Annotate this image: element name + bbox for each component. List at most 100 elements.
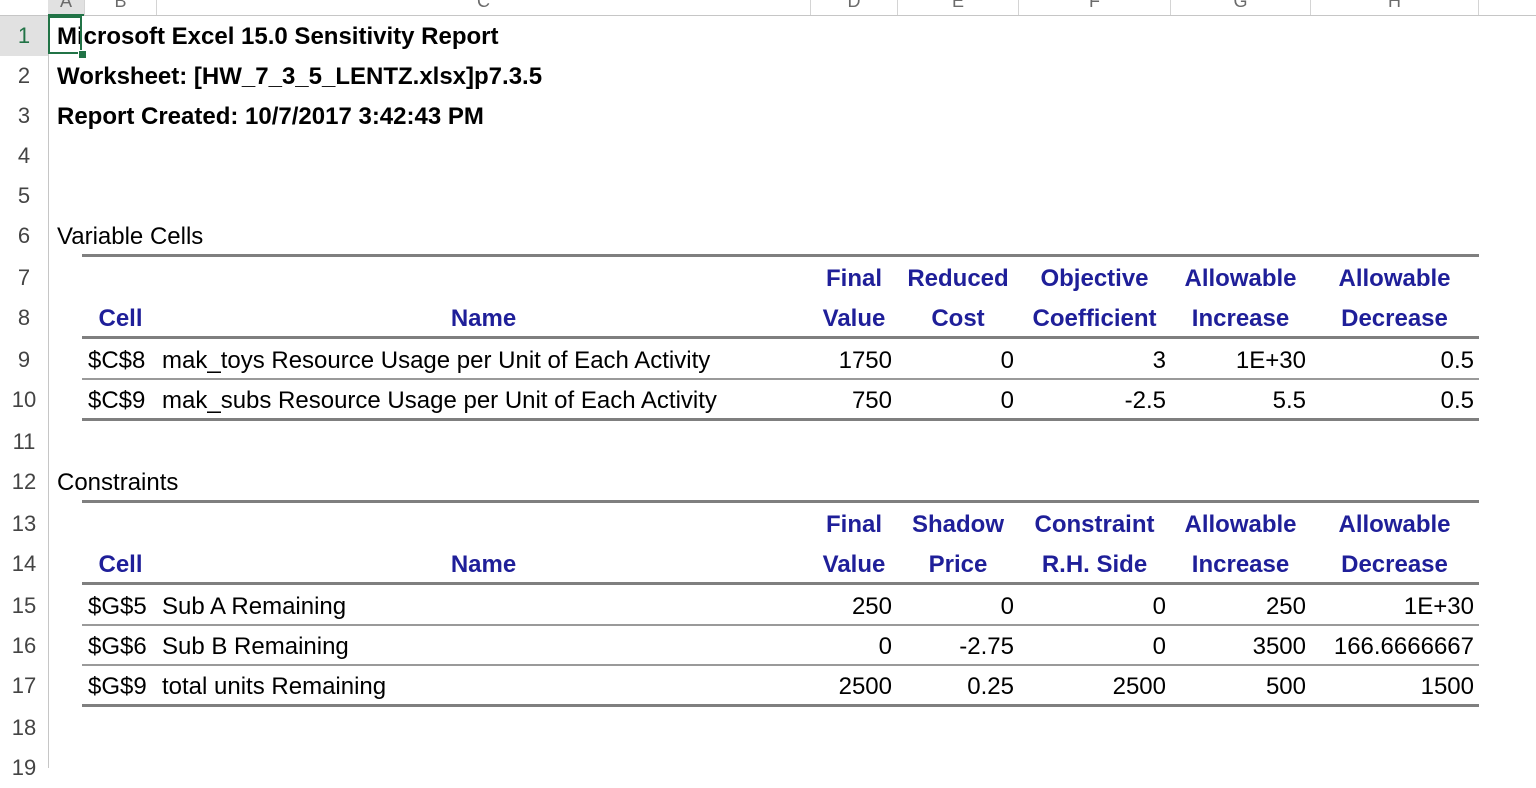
con-header-name[interactable]: Name bbox=[450, 551, 517, 578]
column-header-h[interactable]: H bbox=[1311, 0, 1479, 15]
con-header-rh-side[interactable]: R.H. Side bbox=[1041, 551, 1148, 578]
var-header-allowable-dec[interactable]: Allowable bbox=[1338, 265, 1451, 292]
table-cell-final-value[interactable]: 0 bbox=[878, 633, 892, 660]
table-cell-objective-coefficient[interactable]: -2.5 bbox=[1124, 387, 1166, 414]
table-cell-ref[interactable]: $G$6 bbox=[88, 633, 147, 660]
row-header-15[interactable]: 15 bbox=[11, 593, 37, 618]
con-header-increase[interactable]: Increase bbox=[1191, 551, 1290, 578]
var-header-objective[interactable]: Objective bbox=[1040, 265, 1149, 292]
row-header-9[interactable]: 9 bbox=[17, 347, 31, 372]
report-worksheet[interactable]: Worksheet: [HW_7_3_5_LENTZ.xlsx]p7.3.5 bbox=[57, 63, 543, 90]
row-header-3[interactable]: 3 bbox=[17, 103, 31, 128]
var-header-cell[interactable]: Cell bbox=[98, 305, 143, 332]
row-header-2[interactable]: 2 bbox=[17, 63, 31, 88]
var-header-name[interactable]: Name bbox=[450, 305, 517, 332]
con-header-allowable-dec[interactable]: Allowable bbox=[1338, 511, 1451, 538]
table-cell-shadow-price[interactable]: 0.25 bbox=[967, 673, 1014, 700]
constraints-bottom-border bbox=[82, 704, 1479, 707]
row-header-19[interactable]: 19 bbox=[11, 755, 37, 780]
column-header-c[interactable]: C bbox=[157, 0, 811, 15]
table-cell-name[interactable]: mak_subs Resource Usage per Unit of Each… bbox=[162, 387, 717, 414]
row-header-17[interactable]: 17 bbox=[11, 673, 37, 698]
table-cell-name[interactable]: mak_toys Resource Usage per Unit of Each… bbox=[162, 347, 711, 374]
table-cell-ref[interactable]: $C$8 bbox=[88, 347, 146, 374]
var-header-allowable-inc[interactable]: Allowable bbox=[1184, 265, 1297, 292]
var-header-increase[interactable]: Increase bbox=[1191, 305, 1290, 332]
row-header-11[interactable]: 11 bbox=[12, 429, 36, 454]
row-header-8[interactable]: 8 bbox=[17, 305, 31, 330]
table-cell-name[interactable]: total units Remaining bbox=[162, 673, 387, 700]
table-cell-shadow-price[interactable]: 0 bbox=[1000, 593, 1014, 620]
table-cell-allowable-increase[interactable]: 5.5 bbox=[1272, 387, 1306, 414]
table-cell-reduced-cost[interactable]: 0 bbox=[1000, 387, 1014, 414]
var-header-coefficient[interactable]: Coefficient bbox=[1032, 305, 1157, 332]
row-header-5[interactable]: 5 bbox=[17, 183, 31, 208]
table-cell-allowable-decrease[interactable]: 166.6666667 bbox=[1333, 633, 1474, 660]
report-title[interactable]: Microsoft Excel 15.0 Sensitivity Report bbox=[57, 23, 499, 50]
table-cell-allowable-increase[interactable]: 500 bbox=[1265, 673, 1306, 700]
table-cell-allowable-increase[interactable]: 1E+30 bbox=[1235, 347, 1306, 374]
table-cell-allowable-increase[interactable]: 3500 bbox=[1252, 633, 1306, 660]
table-cell-final-value[interactable]: 2500 bbox=[838, 673, 892, 700]
con-header-shadow[interactable]: Shadow bbox=[911, 511, 1004, 538]
var-header-reduced[interactable]: Reduced bbox=[907, 265, 1009, 292]
con-header-cell[interactable]: Cell bbox=[98, 551, 143, 578]
var-header-final[interactable]: Final bbox=[825, 265, 882, 292]
table-cell-name[interactable]: Sub A Remaining bbox=[162, 593, 347, 620]
con-header-value[interactable]: Value bbox=[822, 551, 886, 578]
fill-handle[interactable] bbox=[78, 50, 87, 59]
variable-cells-label[interactable]: Variable Cells bbox=[57, 223, 204, 250]
con-header-constraint[interactable]: Constraint bbox=[1034, 511, 1155, 538]
con-header-decrease[interactable]: Decrease bbox=[1341, 551, 1448, 578]
table-cell-ref[interactable]: $G$5 bbox=[88, 593, 147, 620]
table-cell-final-value[interactable]: 250 bbox=[851, 593, 892, 620]
table-cell-final-value[interactable]: 750 bbox=[851, 387, 892, 414]
active-cell-cursor[interactable] bbox=[48, 16, 82, 54]
variable-cells-header-border bbox=[82, 336, 1479, 339]
var-header-cost[interactable]: Cost bbox=[931, 305, 985, 332]
table-cell-rh-side[interactable]: 2500 bbox=[1112, 673, 1166, 700]
table-cell-rh-side[interactable]: 0 bbox=[1152, 633, 1166, 660]
table-cell-ref[interactable]: $C$9 bbox=[88, 387, 146, 414]
row-header-6[interactable]: 6 bbox=[17, 223, 31, 248]
table-cell-shadow-price[interactable]: -2.75 bbox=[959, 633, 1014, 660]
row-header-10[interactable]: 10 bbox=[11, 387, 37, 412]
constraints-top-border bbox=[82, 500, 1479, 503]
row-header-12[interactable]: 12 bbox=[11, 469, 37, 494]
row-header-13[interactable]: 13 bbox=[11, 511, 37, 536]
table-cell-allowable-decrease[interactable]: 0.5 bbox=[1440, 347, 1474, 374]
table-cell-name[interactable]: Sub B Remaining bbox=[162, 633, 349, 660]
table-cell-objective-coefficient[interactable]: 3 bbox=[1152, 347, 1166, 374]
con-header-price[interactable]: Price bbox=[928, 551, 988, 578]
column-header-b[interactable]: B bbox=[85, 0, 157, 15]
table-cell-allowable-decrease[interactable]: 1500 bbox=[1420, 673, 1474, 700]
column-header-bar: A B C D E F G H bbox=[0, 0, 1536, 16]
table-cell-ref[interactable]: $G$9 bbox=[88, 673, 147, 700]
column-header-selected[interactable] bbox=[48, 0, 84, 16]
report-created[interactable]: Report Created: 10/7/2017 3:42:43 PM bbox=[57, 103, 484, 130]
column-header-f[interactable]: F bbox=[1019, 0, 1171, 15]
row-header-16[interactable]: 16 bbox=[11, 633, 37, 658]
column-header-e[interactable]: E bbox=[898, 0, 1019, 15]
table-cell-allowable-decrease[interactable]: 0.5 bbox=[1440, 387, 1474, 414]
column-header-g[interactable]: G bbox=[1171, 0, 1311, 15]
row-header-4[interactable]: 4 bbox=[17, 143, 31, 168]
var-header-value[interactable]: Value bbox=[822, 305, 886, 332]
row-header-18[interactable]: 18 bbox=[11, 715, 37, 740]
column-header-d[interactable]: D bbox=[811, 0, 898, 15]
variable-cells-bottom-border bbox=[82, 418, 1479, 421]
row-header-7[interactable]: 7 bbox=[17, 265, 31, 290]
con-header-final[interactable]: Final bbox=[825, 511, 882, 538]
table-cell-rh-side[interactable]: 0 bbox=[1152, 593, 1166, 620]
table-cell-reduced-cost[interactable]: 0 bbox=[1000, 347, 1014, 374]
row-header-1[interactable]: 1 bbox=[0, 16, 48, 56]
table-cell-allowable-increase[interactable]: 250 bbox=[1265, 593, 1306, 620]
column-header-a[interactable]: A bbox=[48, 0, 85, 15]
table-cell-final-value[interactable]: 1750 bbox=[838, 347, 892, 374]
constraints-label[interactable]: Constraints bbox=[57, 469, 179, 496]
constraints-header-border bbox=[82, 582, 1479, 585]
table-cell-allowable-decrease[interactable]: 1E+30 bbox=[1403, 593, 1474, 620]
var-header-decrease[interactable]: Decrease bbox=[1341, 305, 1448, 332]
row-header-14[interactable]: 14 bbox=[11, 551, 37, 576]
con-header-allowable-inc[interactable]: Allowable bbox=[1184, 511, 1297, 538]
